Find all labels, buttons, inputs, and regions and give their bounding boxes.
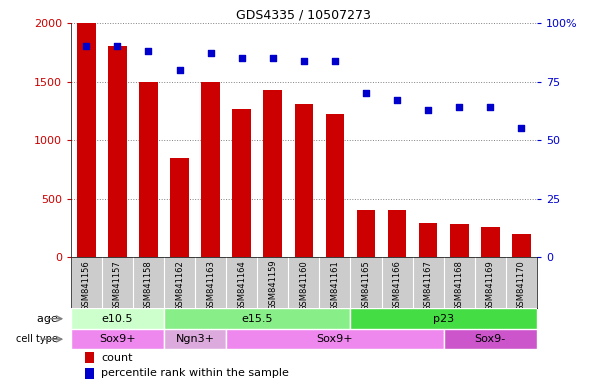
Bar bbox=[326, 114, 344, 257]
Bar bbox=[77, 23, 96, 257]
Point bbox=[206, 50, 215, 56]
Text: GSM841160: GSM841160 bbox=[299, 260, 309, 311]
Bar bbox=[71, 308, 164, 329]
Text: percentile rank within the sample: percentile rank within the sample bbox=[101, 368, 289, 378]
Bar bbox=[419, 223, 437, 257]
Bar bbox=[264, 90, 282, 257]
Text: e15.5: e15.5 bbox=[241, 314, 273, 324]
Point bbox=[330, 58, 340, 64]
Point bbox=[144, 48, 153, 54]
Point bbox=[517, 125, 526, 131]
Bar bbox=[164, 308, 350, 329]
Text: Ngn3+: Ngn3+ bbox=[176, 334, 215, 344]
Text: GSM841166: GSM841166 bbox=[392, 260, 402, 311]
Bar bbox=[85, 353, 94, 363]
Bar bbox=[388, 210, 407, 257]
Point bbox=[454, 104, 464, 111]
Text: GSM841168: GSM841168 bbox=[455, 260, 464, 311]
Point bbox=[237, 55, 247, 61]
Text: age: age bbox=[37, 314, 61, 324]
Point bbox=[424, 107, 433, 113]
Bar bbox=[201, 81, 220, 257]
Bar bbox=[108, 46, 127, 257]
Bar bbox=[164, 329, 226, 349]
Point bbox=[486, 104, 495, 111]
Point bbox=[299, 58, 309, 64]
Point bbox=[268, 55, 277, 61]
Bar bbox=[232, 109, 251, 257]
Bar bbox=[444, 329, 537, 349]
Text: GSM841158: GSM841158 bbox=[144, 260, 153, 311]
Bar bbox=[450, 224, 468, 257]
Text: GSM841161: GSM841161 bbox=[330, 260, 339, 311]
Bar bbox=[171, 158, 189, 257]
Text: GSM841162: GSM841162 bbox=[175, 260, 184, 311]
Point bbox=[113, 43, 122, 50]
Bar bbox=[226, 329, 444, 349]
Point bbox=[81, 43, 91, 50]
Text: GSM841165: GSM841165 bbox=[362, 260, 371, 311]
Text: GSM841163: GSM841163 bbox=[206, 260, 215, 311]
Bar bbox=[71, 329, 164, 349]
Text: Sox9-: Sox9- bbox=[475, 334, 506, 344]
Text: GSM841164: GSM841164 bbox=[237, 260, 246, 311]
Text: cell type: cell type bbox=[17, 334, 61, 344]
Point bbox=[361, 90, 371, 96]
Text: count: count bbox=[101, 353, 133, 363]
Point bbox=[175, 67, 184, 73]
Text: GSM841159: GSM841159 bbox=[268, 260, 277, 310]
Text: GSM841156: GSM841156 bbox=[82, 260, 91, 311]
Text: GSM841170: GSM841170 bbox=[517, 260, 526, 311]
Title: GDS4335 / 10507273: GDS4335 / 10507273 bbox=[237, 9, 371, 22]
Bar bbox=[139, 81, 158, 257]
Text: Sox9+: Sox9+ bbox=[317, 334, 353, 344]
Bar bbox=[350, 308, 537, 329]
Text: p23: p23 bbox=[433, 314, 454, 324]
Bar bbox=[481, 227, 500, 257]
Text: GSM841169: GSM841169 bbox=[486, 260, 495, 311]
Bar bbox=[85, 368, 94, 379]
Bar bbox=[294, 104, 313, 257]
Bar bbox=[357, 210, 375, 257]
Text: Sox9+: Sox9+ bbox=[99, 334, 136, 344]
Point bbox=[392, 97, 402, 103]
Text: GSM841167: GSM841167 bbox=[424, 260, 432, 311]
Bar bbox=[512, 234, 530, 257]
Text: GSM841157: GSM841157 bbox=[113, 260, 122, 311]
Text: e10.5: e10.5 bbox=[101, 314, 133, 324]
